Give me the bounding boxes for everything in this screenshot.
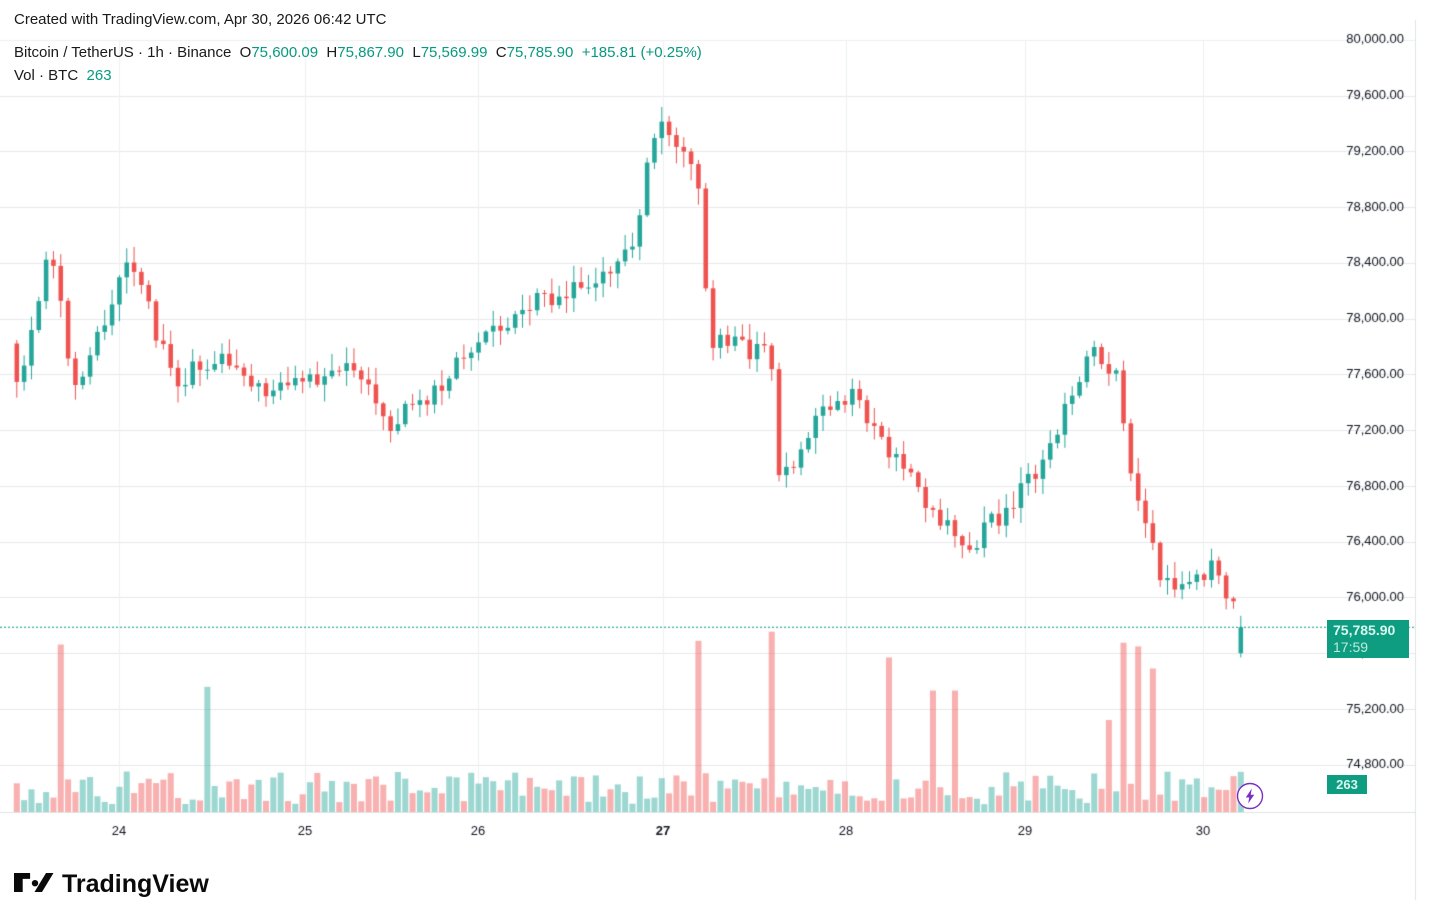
- svg-text:TradingView: TradingView: [62, 873, 209, 898]
